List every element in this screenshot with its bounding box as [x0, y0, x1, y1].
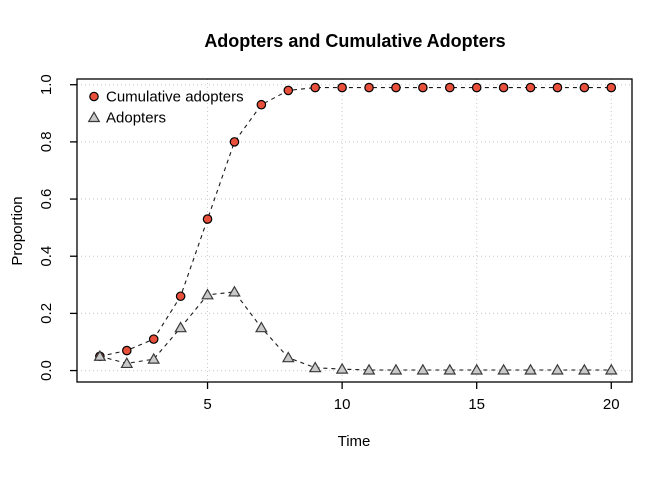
y-tick-label: 0.0	[38, 360, 55, 381]
data-point-triangle	[201, 288, 214, 300]
x-axis-label: Time	[338, 433, 371, 450]
data-point-triangle	[255, 321, 268, 333]
plot-box	[76, 78, 633, 383]
data-point-circle	[283, 85, 294, 96]
data-point-triangle	[362, 363, 376, 375]
y-axis-label: Proportion	[9, 196, 26, 265]
data-point-triangle	[308, 361, 322, 373]
chart-title: Adopters and Cumulative Adopters	[204, 31, 505, 51]
data-point-triangle	[228, 285, 241, 297]
series-line-triangle	[99, 291, 612, 371]
y-tick-label: 0.6	[38, 189, 55, 210]
y-tick-label: 0.2	[38, 303, 55, 324]
data-point-circle	[471, 82, 482, 93]
x-tick-label: 15	[468, 396, 485, 413]
data-point-triangle	[174, 321, 187, 333]
data-point-circle	[391, 82, 401, 93]
data-point-circle	[256, 99, 267, 110]
legend-triangle-icon	[87, 111, 101, 123]
x-tick-label: 20	[603, 396, 620, 413]
data-point-circle	[552, 82, 563, 93]
data-point-circle	[579, 82, 590, 93]
legend: Cumulative adopters Adopters	[87, 89, 244, 127]
data-point-circle	[202, 214, 213, 224]
data-point-triangle	[470, 363, 484, 375]
data-point-circle	[148, 334, 159, 344]
data-point-circle	[310, 82, 321, 93]
x-tick-label: 5	[203, 396, 211, 413]
y-tick-label: 0.4	[38, 246, 55, 267]
data-point-circle	[525, 82, 536, 93]
grid-layer	[77, 79, 632, 382]
data-point-triangle	[120, 357, 134, 369]
data-point-circle	[364, 82, 374, 93]
data-point-triangle	[604, 363, 618, 375]
legend-label-adopters: Adopters	[106, 110, 166, 127]
data-point-triangle	[389, 363, 403, 375]
data-point-circle	[175, 291, 186, 302]
data-point-triangle	[281, 351, 295, 363]
data-point-triangle	[335, 362, 349, 374]
series-line-circle	[99, 87, 612, 357]
data-point-triangle	[551, 363, 564, 375]
data-point-circle	[337, 82, 347, 93]
data-point-circle	[121, 345, 132, 356]
data-point-triangle	[578, 363, 591, 375]
data-point-triangle	[147, 352, 161, 364]
data-point-triangle	[93, 349, 107, 361]
x-tick-label: 10	[334, 396, 351, 413]
data-point-circle	[229, 137, 240, 147]
y-tick-label: 1.0	[38, 74, 55, 95]
axis-layer: 5 10 15 20 0.0 0.2 0.4 0.6 0.8 1.0	[38, 74, 620, 413]
data-point-triangle	[443, 363, 457, 375]
legend-label-cumulative: Cumulative adopters	[106, 89, 244, 106]
data-point-triangle	[416, 363, 430, 375]
data-point-circle	[418, 82, 428, 93]
data-point-triangle	[497, 363, 510, 375]
y-tick-label: 0.8	[38, 131, 55, 152]
data-point-circle	[444, 82, 455, 93]
legend-circle-icon	[89, 91, 99, 102]
data-point-circle	[606, 82, 617, 93]
series-layer	[93, 82, 618, 375]
data-point-triangle	[524, 363, 537, 375]
data-point-circle	[498, 82, 509, 93]
